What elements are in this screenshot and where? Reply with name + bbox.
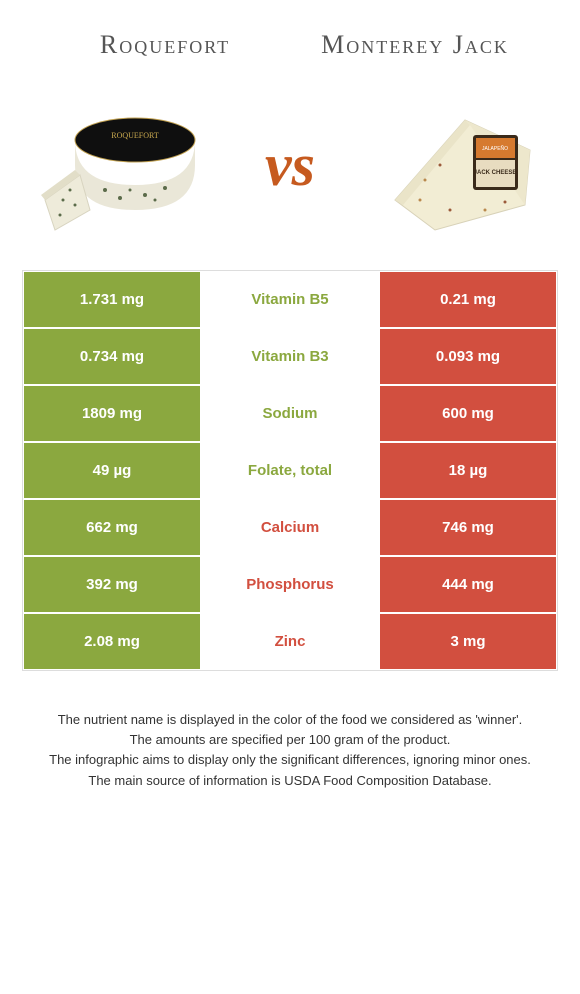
cell-right-value: 444 mg [379,556,557,613]
table-row: 392 mgPhosphorus444 mg [23,556,557,613]
cell-left-value: 49 µg [23,442,201,499]
table-row: 1.731 mgVitamin B50.21 mg [23,271,557,328]
cell-nutrient-name: Vitamin B5 [201,271,379,328]
footer-line-3: The infographic aims to display only the… [20,751,560,769]
table-row: 49 µgFolate, total18 µg [23,442,557,499]
table-row: 662 mgCalcium746 mg [23,499,557,556]
cell-left-value: 1.731 mg [23,271,201,328]
cell-left-value: 0.734 mg [23,328,201,385]
cell-left-value: 2.08 mg [23,613,201,670]
svg-text:JACK CHEESE: JACK CHEESE [474,170,517,176]
title-right: Monterey Jack [290,30,540,60]
cell-right-value: 0.093 mg [379,328,557,385]
cell-right-value: 600 mg [379,385,557,442]
cell-nutrient-name: Calcium [201,499,379,556]
cell-right-value: 746 mg [379,499,557,556]
vs-label: vs [265,131,315,200]
footer-notes: The nutrient name is displayed in the co… [20,711,560,790]
cell-nutrient-name: Sodium [201,385,379,442]
cell-nutrient-name: Phosphorus [201,556,379,613]
cell-right-value: 3 mg [379,613,557,670]
title-left: Roquefort [40,30,290,60]
svg-text:JALAPEÑO: JALAPEÑO [482,145,508,152]
footer-line-4: The main source of information is USDA F… [20,772,560,790]
footer-line-1: The nutrient name is displayed in the co… [20,711,560,729]
cell-right-value: 0.21 mg [379,271,557,328]
cell-left-value: 662 mg [23,499,201,556]
svg-text:ROQUEFORT: ROQUEFORT [111,131,159,140]
cell-nutrient-name: Vitamin B3 [201,328,379,385]
cell-left-value: 1809 mg [23,385,201,442]
cell-nutrient-name: Folate, total [201,442,379,499]
table-row: 1809 mgSodium600 mg [23,385,557,442]
table-row: 0.734 mgVitamin B30.093 mg [23,328,557,385]
monterey-image: JALAPEÑO JACK CHEESE [370,85,550,245]
cell-right-value: 18 µg [379,442,557,499]
images-row: ROQUEFORT vs JALAPEÑO JACK CHEESE [0,70,580,270]
nutrient-table: 1.731 mgVitamin B50.21 mg0.734 mgVitamin… [22,270,558,671]
cell-nutrient-name: Zinc [201,613,379,670]
cell-left-value: 392 mg [23,556,201,613]
header: Roquefort Monterey Jack [0,0,580,70]
table-row: 2.08 mgZinc3 mg [23,613,557,670]
roquefort-image: ROQUEFORT [30,85,210,245]
footer-line-2: The amounts are specified per 100 gram o… [20,731,560,749]
